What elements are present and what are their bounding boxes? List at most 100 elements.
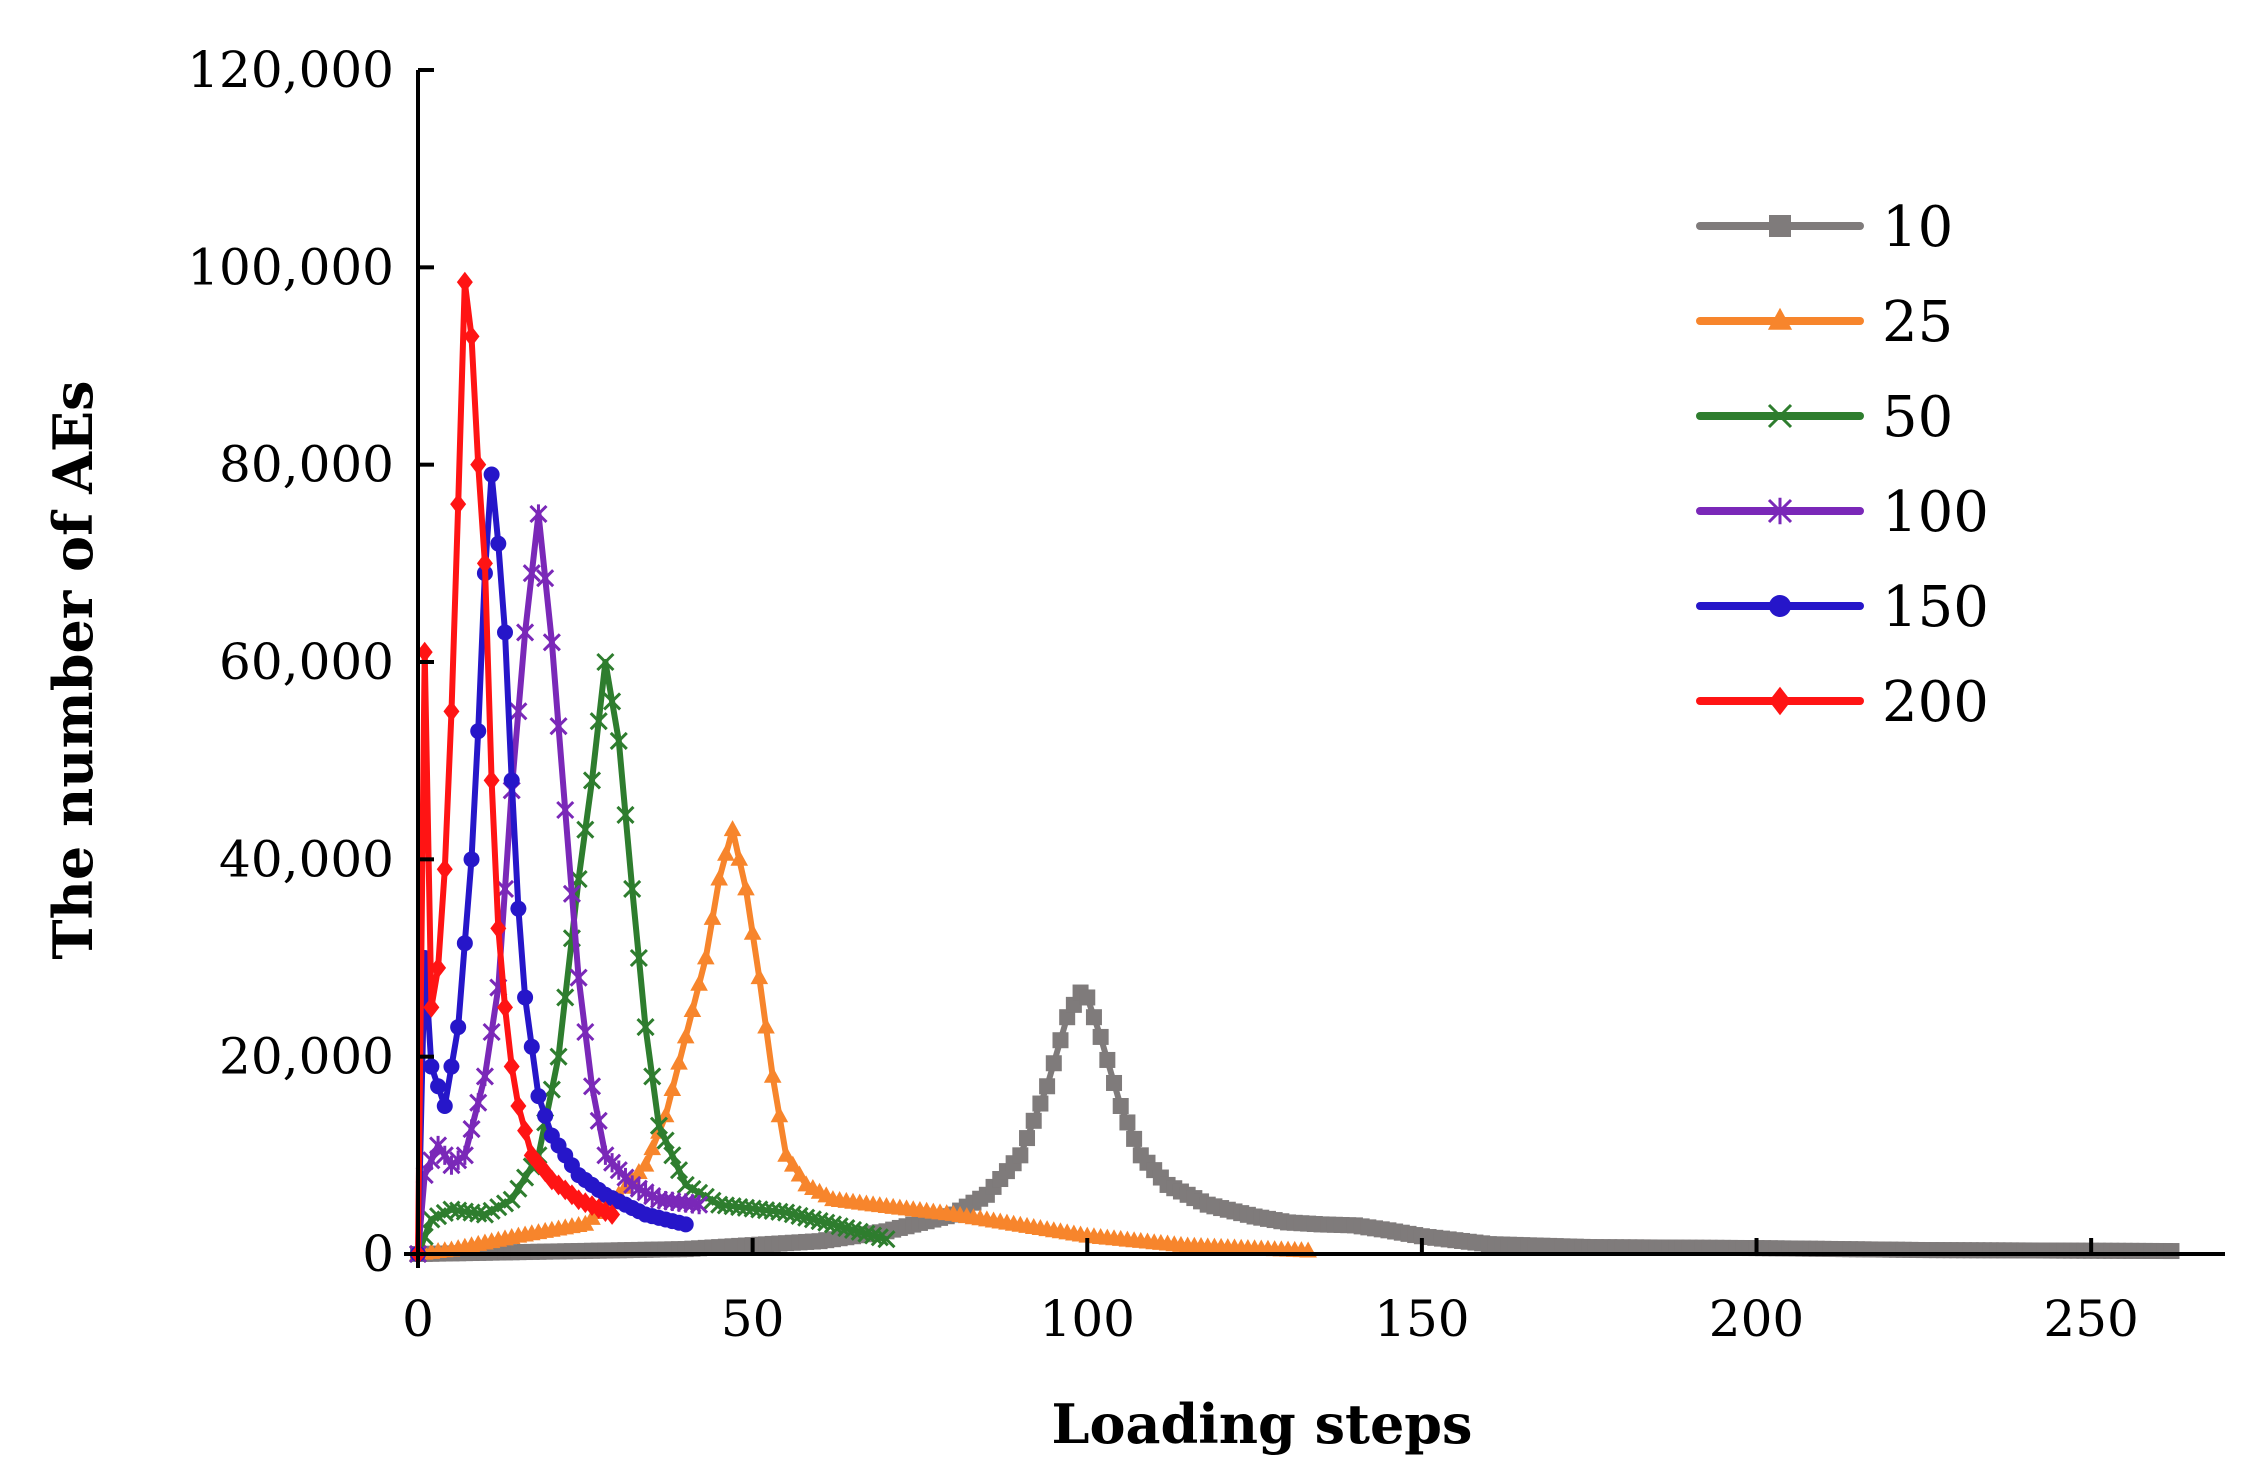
data-point: [443, 700, 460, 722]
data-point: [1019, 1130, 1036, 1147]
data-point: [490, 535, 507, 552]
data-point: [703, 908, 722, 925]
data-point: [690, 1195, 709, 1215]
data-point: [730, 849, 749, 866]
y-tick-label: 80,000: [219, 436, 394, 494]
data-point: [456, 935, 473, 952]
legend: 10 25 50 100 150 200: [1696, 195, 1989, 735]
series-100: [408, 504, 709, 1264]
data-point: [590, 1198, 607, 1220]
data-point: [530, 1088, 547, 1105]
data-point: [857, 1224, 876, 1243]
data-point: [562, 884, 581, 904]
data-point: [757, 1017, 775, 1034]
y-tick-label: 120,000: [187, 41, 394, 99]
legend-marker: [1767, 307, 1793, 330]
data-point: [649, 1116, 668, 1135]
data-point: [462, 1119, 481, 1139]
data-point: [817, 1213, 836, 1232]
data-point: [542, 632, 561, 652]
data-point: [803, 1210, 822, 1229]
data-point: [556, 800, 575, 820]
data-point: [509, 701, 528, 721]
y-tick-label: 20,000: [219, 1028, 394, 1086]
y-tick-label: 100,000: [187, 238, 394, 296]
data-point: [455, 1145, 474, 1165]
data-point: [463, 851, 480, 868]
data-point: [636, 1018, 655, 1037]
data-point: [1065, 996, 1082, 1013]
data-point: [1079, 989, 1096, 1006]
data-point: [1119, 1114, 1136, 1131]
data-point: [529, 504, 548, 524]
data-point: [636, 1155, 655, 1172]
y-tick-label: 40,000: [219, 830, 394, 888]
data-point: [850, 1222, 869, 1241]
data-point: [510, 1095, 527, 1117]
y-tick-label: 0: [362, 1225, 394, 1283]
data-point: [576, 820, 595, 839]
data-point: [763, 1066, 782, 1083]
data-point: [497, 996, 514, 1018]
data-point: [663, 1079, 682, 1096]
data-point: [510, 900, 527, 917]
legend-item-25: 25: [1696, 290, 1953, 355]
data-point: [436, 1098, 453, 1114]
legend-label: 100: [1882, 480, 1989, 545]
data-point: [790, 1206, 809, 1226]
data-point: [416, 641, 433, 663]
data-point: [777, 1203, 796, 1222]
data-point: [690, 974, 708, 991]
data-point: [503, 1056, 520, 1077]
data-point: [503, 772, 520, 789]
legend-marker: [1769, 215, 1791, 237]
data-point: [656, 1106, 675, 1123]
legend-label: 150: [1882, 575, 1989, 640]
data-point: [597, 1201, 614, 1222]
data-point: [450, 493, 467, 515]
data-point: [1092, 1028, 1109, 1045]
data-point: [783, 1155, 802, 1172]
data-point: [643, 1067, 662, 1086]
data-point: [777, 1145, 795, 1162]
data-point: [1126, 1130, 1143, 1147]
data-point: [536, 568, 555, 588]
data-point: [497, 624, 514, 641]
data-point: [483, 466, 500, 483]
x-axis-title: Loading steps: [1052, 1392, 1473, 1456]
x-tick-label: 250: [2043, 1290, 2138, 1348]
data-point: [669, 1161, 689, 1180]
axis-layer: [404, 68, 2225, 1268]
data-point: [797, 1208, 816, 1227]
data-point: [469, 1093, 488, 1113]
series-25: [409, 820, 1317, 1261]
data-point: [710, 869, 728, 886]
data-point: [696, 948, 715, 965]
legend-item-200: 200: [1696, 670, 1989, 735]
data-point: [469, 1204, 488, 1223]
series-200: [410, 271, 621, 1265]
data-point: [423, 996, 440, 1018]
data-point: [516, 1168, 535, 1187]
x-tick-label: 200: [1709, 1290, 1804, 1348]
data-point: [430, 1078, 447, 1095]
y-axis-title: The number of AEs: [41, 380, 105, 959]
legend-marker: [1769, 686, 1791, 716]
data-point: [596, 652, 615, 672]
data-point: [837, 1219, 856, 1238]
data-point: [423, 1058, 440, 1075]
data-point: [576, 1022, 595, 1042]
data-point: [830, 1217, 849, 1236]
data-point: [475, 1066, 494, 1086]
data-point: [549, 716, 568, 736]
data-point: [870, 1228, 889, 1247]
data-point: [629, 948, 648, 968]
data-point: [877, 1230, 896, 1249]
data-point: [723, 820, 742, 837]
data-point: [790, 1165, 809, 1182]
data-point: [517, 989, 534, 1006]
data-point: [643, 1139, 662, 1156]
data-point: [456, 271, 473, 293]
data-point: [523, 1038, 540, 1055]
